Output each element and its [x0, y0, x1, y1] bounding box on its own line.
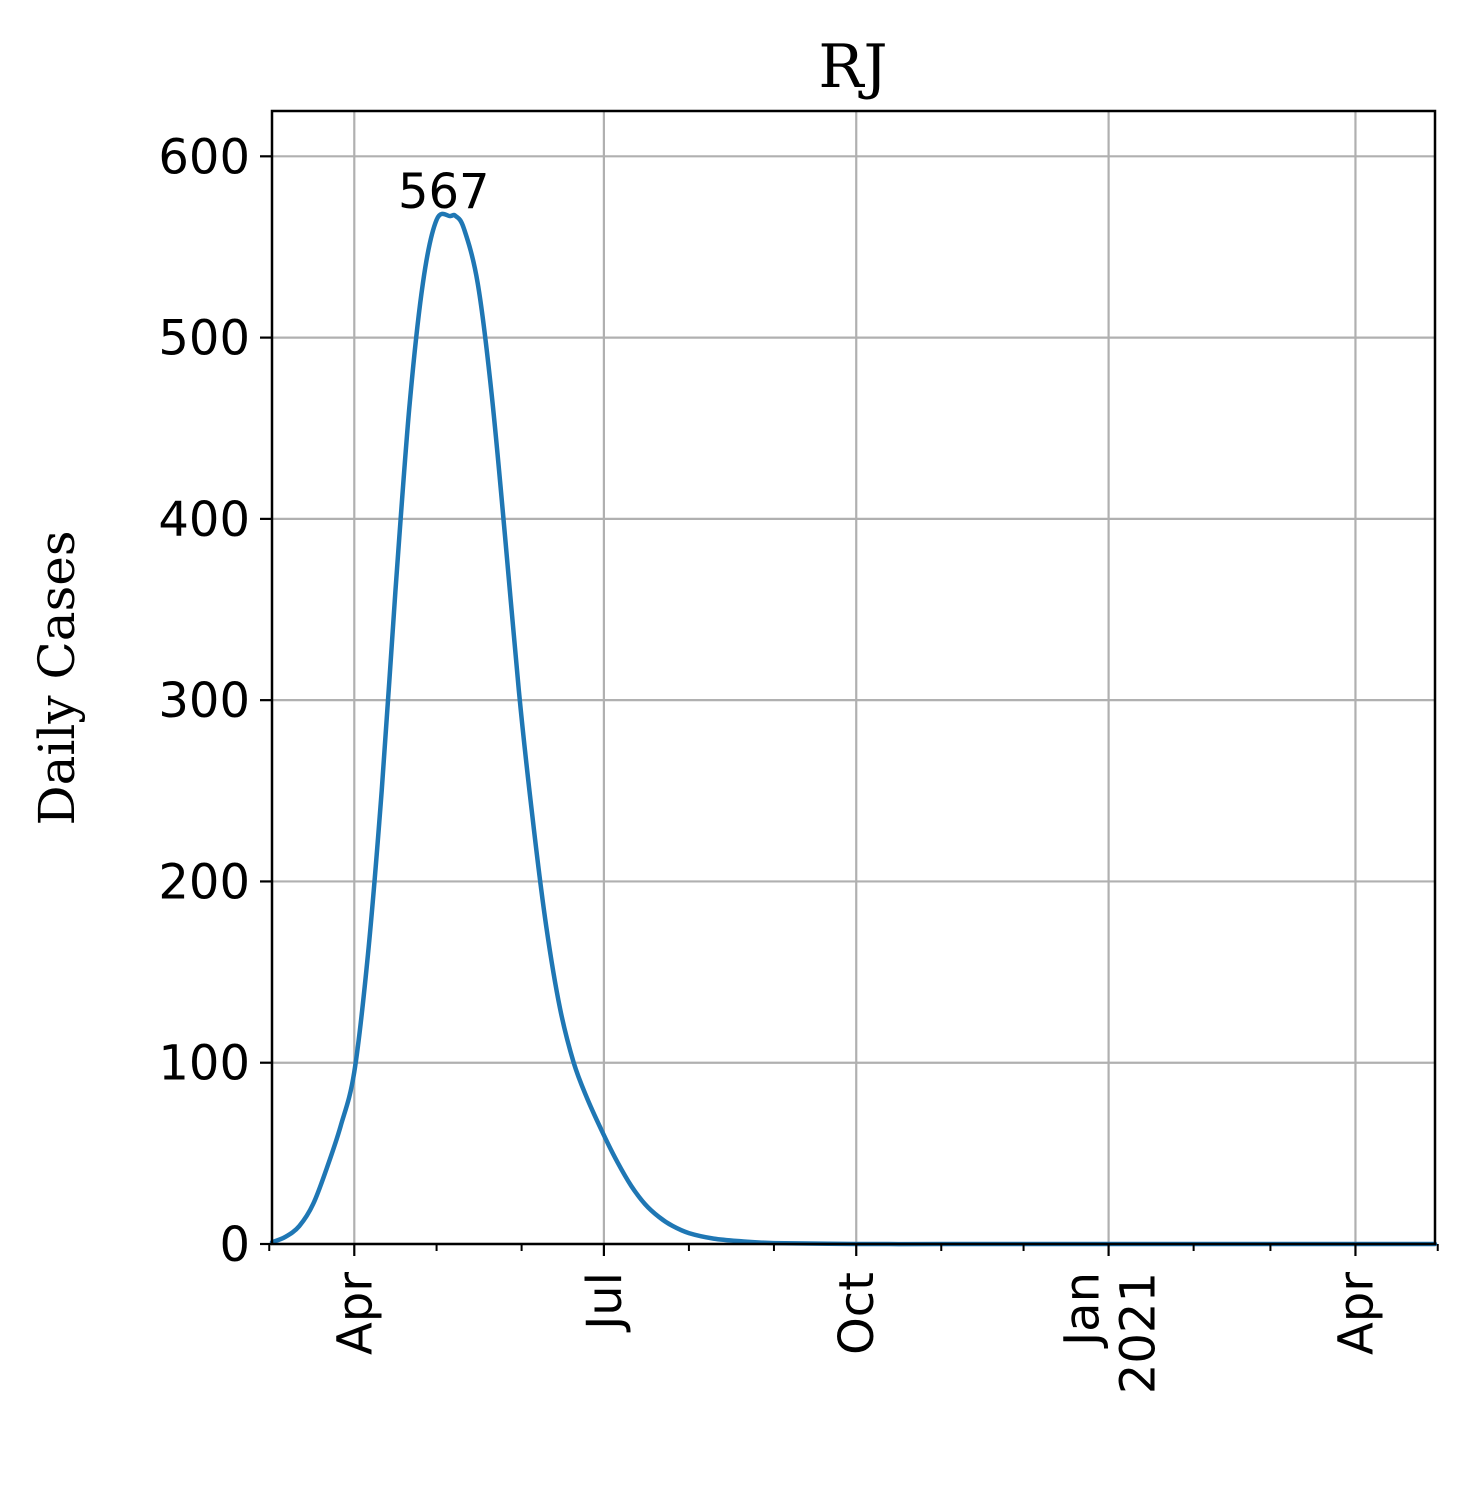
- y-tick-label: 500: [158, 311, 250, 367]
- y-tick-label: 100: [158, 1036, 250, 1092]
- x-tick-label-group: Oct: [829, 1272, 885, 1355]
- ticks: 0 100 200 300 400 500 600 Apr Jul Oct Jan 2021 Apr: [158, 129, 1439, 1394]
- y-tick-label: 600: [158, 129, 250, 185]
- series-line: [269, 211, 1438, 1247]
- x-tick-label: Jul: [577, 1272, 633, 1333]
- y-tick-label: 0: [219, 1217, 250, 1273]
- x-tick-label: Oct: [829, 1272, 885, 1355]
- plot-frame: [270, 109, 1437, 1246]
- x-tick-label: Apr: [1328, 1272, 1384, 1355]
- peak-annotation: 567: [398, 164, 490, 220]
- x-tick-label-group: Apr: [1328, 1272, 1384, 1355]
- y-tick-label: 400: [158, 492, 250, 548]
- y-tick-label: 200: [158, 854, 250, 910]
- chart-title: RJ: [818, 32, 887, 102]
- annotations: 567: [398, 164, 490, 220]
- x-tick-label-group: Jul: [577, 1272, 633, 1333]
- x-tick-label-group: Jan 2021: [1055, 1272, 1167, 1394]
- x-tick-label: Apr: [327, 1272, 383, 1355]
- series-layer: [269, 211, 1438, 1247]
- x-tick-label-group: Apr: [327, 1272, 383, 1355]
- x-tick-label: Jan: [1055, 1272, 1111, 1349]
- y-tick-label: 300: [158, 673, 250, 729]
- y-axis-label: Daily Cases: [28, 531, 86, 826]
- grid: [272, 111, 1435, 1246]
- x-tick-sublabel: 2021: [1111, 1272, 1167, 1394]
